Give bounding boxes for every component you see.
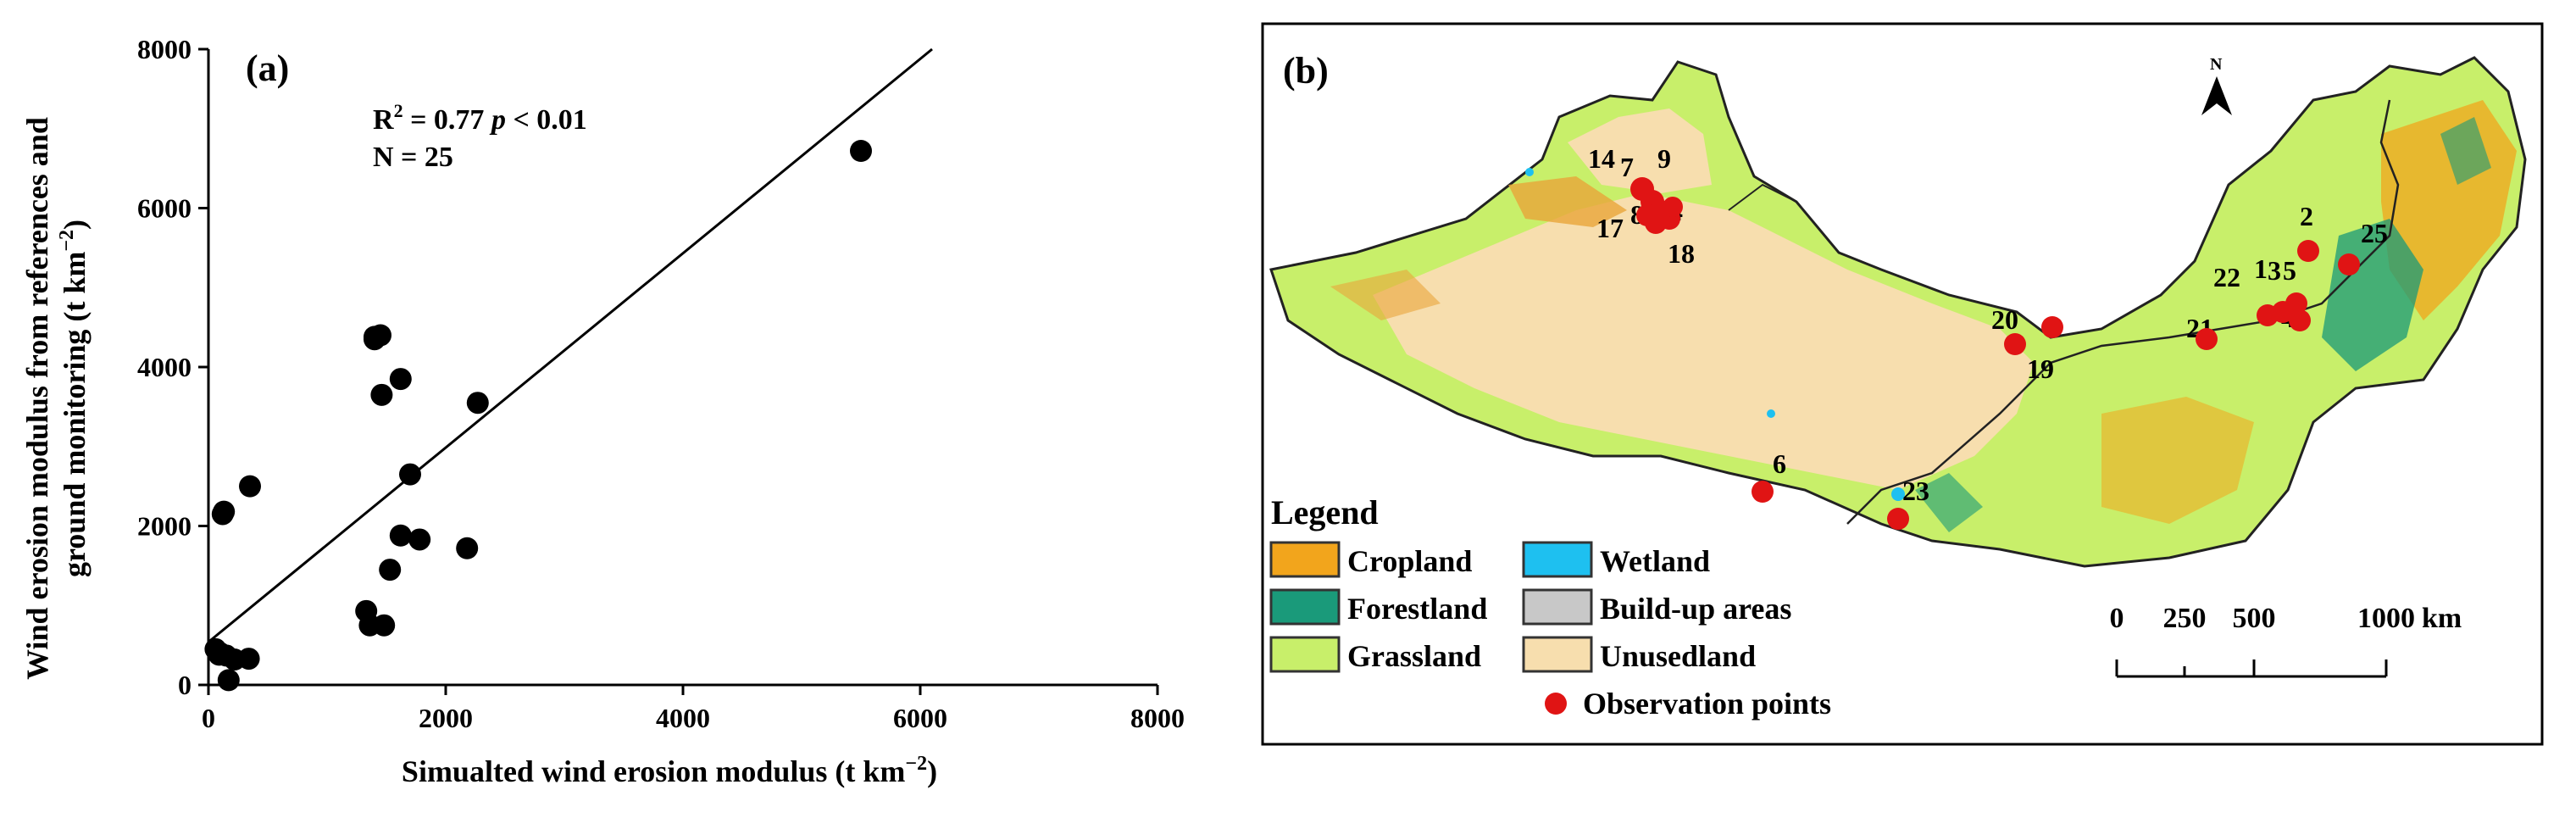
site-label-17: 17: [1596, 213, 1624, 243]
unused-land-area-north: [1568, 109, 1712, 193]
legend-label-build-up: Build-up areas: [1600, 592, 1791, 626]
observation-point: [1752, 481, 1774, 503]
site-label-2: 2: [2300, 201, 2313, 231]
scatter-point: [389, 368, 412, 391]
n-annotation: N = 25: [373, 142, 453, 173]
province-boundary: [1846, 99, 2400, 525]
y-axis-label-line2: ground monitoring (t km−2): [56, 220, 92, 577]
y-tick-label: 6000: [137, 193, 192, 224]
forest-area-south: [1915, 473, 1983, 532]
y-tick-label: 8000: [137, 34, 192, 64]
wetland-patch: [1525, 168, 1534, 176]
observation-point: [2289, 309, 2311, 331]
site-label-23: 23: [1902, 476, 1929, 506]
scale-label-0: 0: [2110, 603, 2124, 634]
site-label-7: 7: [1620, 152, 1634, 182]
observation-point: [1663, 197, 1683, 217]
legend-swatch-cropland: [1269, 541, 1341, 578]
legend-swatch-forestland: [1269, 588, 1341, 626]
observation-point: [2196, 328, 2218, 350]
legend-swatch-build-up: [1522, 588, 1593, 626]
site-label-19: 19: [2027, 353, 2054, 384]
y-tick-label: 4000: [137, 352, 192, 382]
scale-label-500: 500: [2233, 603, 2276, 634]
scale-label-250: 250: [2163, 603, 2207, 634]
site-label-3: 3: [2268, 255, 2281, 286]
map-panel-b: 14 7 9 17 8 24 18 20 19 6 23 2 25 22 1 3…: [1254, 15, 2576, 778]
scatter-point: [364, 326, 386, 348]
scatter-point: [209, 642, 231, 665]
scatter-panel-a: 0 2000 4000 6000 8000 0 2000 4000 6000 8000 (a) R…: [0, 0, 1203, 814]
site-label-9: 9: [1657, 143, 1671, 174]
site-label-6: 6: [1773, 448, 1786, 479]
site-label-1: 1: [2254, 253, 2268, 284]
cropland-area-south: [2101, 397, 2254, 524]
observation-point: [1636, 204, 1658, 226]
scatter-point: [370, 383, 393, 406]
x-tick-label: 0: [202, 703, 215, 733]
scale-bar: 0 250 500 1000 km: [2110, 603, 2462, 678]
y-tick-label: 2000: [137, 511, 192, 542]
scatter-point: [850, 140, 872, 162]
site-label-18: 18: [1668, 238, 1695, 269]
scatter-point: [379, 559, 402, 582]
svg-text:N: N: [2210, 55, 2223, 74]
x-tick-label: 6000: [893, 703, 947, 733]
legend-label-unusedland: Unusedland: [1600, 639, 1756, 673]
x-tick-label: 4000: [656, 703, 710, 733]
r-squared-annotation: R2 = 0.77 p < 0.01: [373, 100, 587, 136]
legend-swatch-wetland: [1522, 541, 1593, 578]
legend-label-cropland: Cropland: [1347, 544, 1472, 578]
legend-marker-observation: [1545, 693, 1567, 715]
scatter-point: [389, 524, 412, 547]
observation-point: [2285, 292, 2307, 314]
scatter-point: [237, 648, 260, 671]
cropland-area-west: [1330, 270, 1441, 320]
province-boundary: [1728, 183, 1797, 211]
y-tick-label: 0: [178, 670, 192, 700]
x-tick-label: 8000: [1130, 703, 1185, 733]
legend-label-observation: Observation points: [1583, 687, 1831, 721]
cropland-area-northwest: [1508, 176, 1627, 227]
observation-point: [2041, 316, 2063, 338]
site-label-22: 22: [2213, 262, 2240, 292]
panel-label-b: (b): [1283, 50, 1329, 92]
scale-label-1000: 1000: [2357, 603, 2415, 634]
scatter-point: [239, 475, 261, 498]
legend-label-grassland: Grassland: [1347, 639, 1481, 673]
wetland-patch: [1891, 487, 1905, 501]
legend-swatch-grassland: [1269, 636, 1341, 673]
map-legend: Legend Cropland Wetland Forestland Build…: [1269, 493, 1831, 721]
y-axis-label-line1: Wind erosion modulus from references and: [20, 117, 54, 680]
scatter-point: [217, 669, 240, 692]
legend-title: Legend: [1271, 493, 1379, 531]
observation-point: [2297, 240, 2319, 262]
land-use-map: 14 7 9 17 8 24 18 20 19 6 23 2 25 22 1 3…: [1261, 22, 2544, 746]
north-arrow-icon: N: [2201, 55, 2232, 115]
panel-label-a: (a): [246, 47, 289, 89]
x-tick-label: 2000: [419, 703, 473, 733]
scatter-point: [456, 537, 479, 559]
site-label-5: 5: [2283, 255, 2296, 286]
observation-point: [2338, 253, 2360, 275]
site-label-25: 25: [2361, 218, 2388, 248]
observation-point: [2004, 333, 2026, 355]
site-label-20: 20: [1991, 304, 2018, 335]
legend-label-forestland: Forestland: [1347, 592, 1487, 626]
scatter-point: [466, 392, 489, 415]
legend-label-wetland: Wetland: [1600, 544, 1710, 578]
wetland-patch: [1767, 409, 1775, 418]
scatter-plot: 0 2000 4000 6000 8000 0 2000 4000 6000 8000 (a) R…: [20, 34, 1185, 788]
unused-land-area: [1373, 193, 2034, 490]
site-label-14: 14: [1588, 143, 1615, 174]
scatter-point: [213, 500, 236, 523]
forest-area-east: [2440, 117, 2491, 185]
x-axis-label: Simualted wind erosion modulus (t km−2): [402, 753, 937, 788]
scale-unit: km: [2422, 603, 2462, 634]
scatter-point: [373, 614, 396, 637]
scatter-point: [408, 528, 431, 551]
observation-point: [1887, 508, 1909, 530]
legend-swatch-unusedland: [1522, 636, 1593, 673]
regression-line: [208, 47, 933, 643]
